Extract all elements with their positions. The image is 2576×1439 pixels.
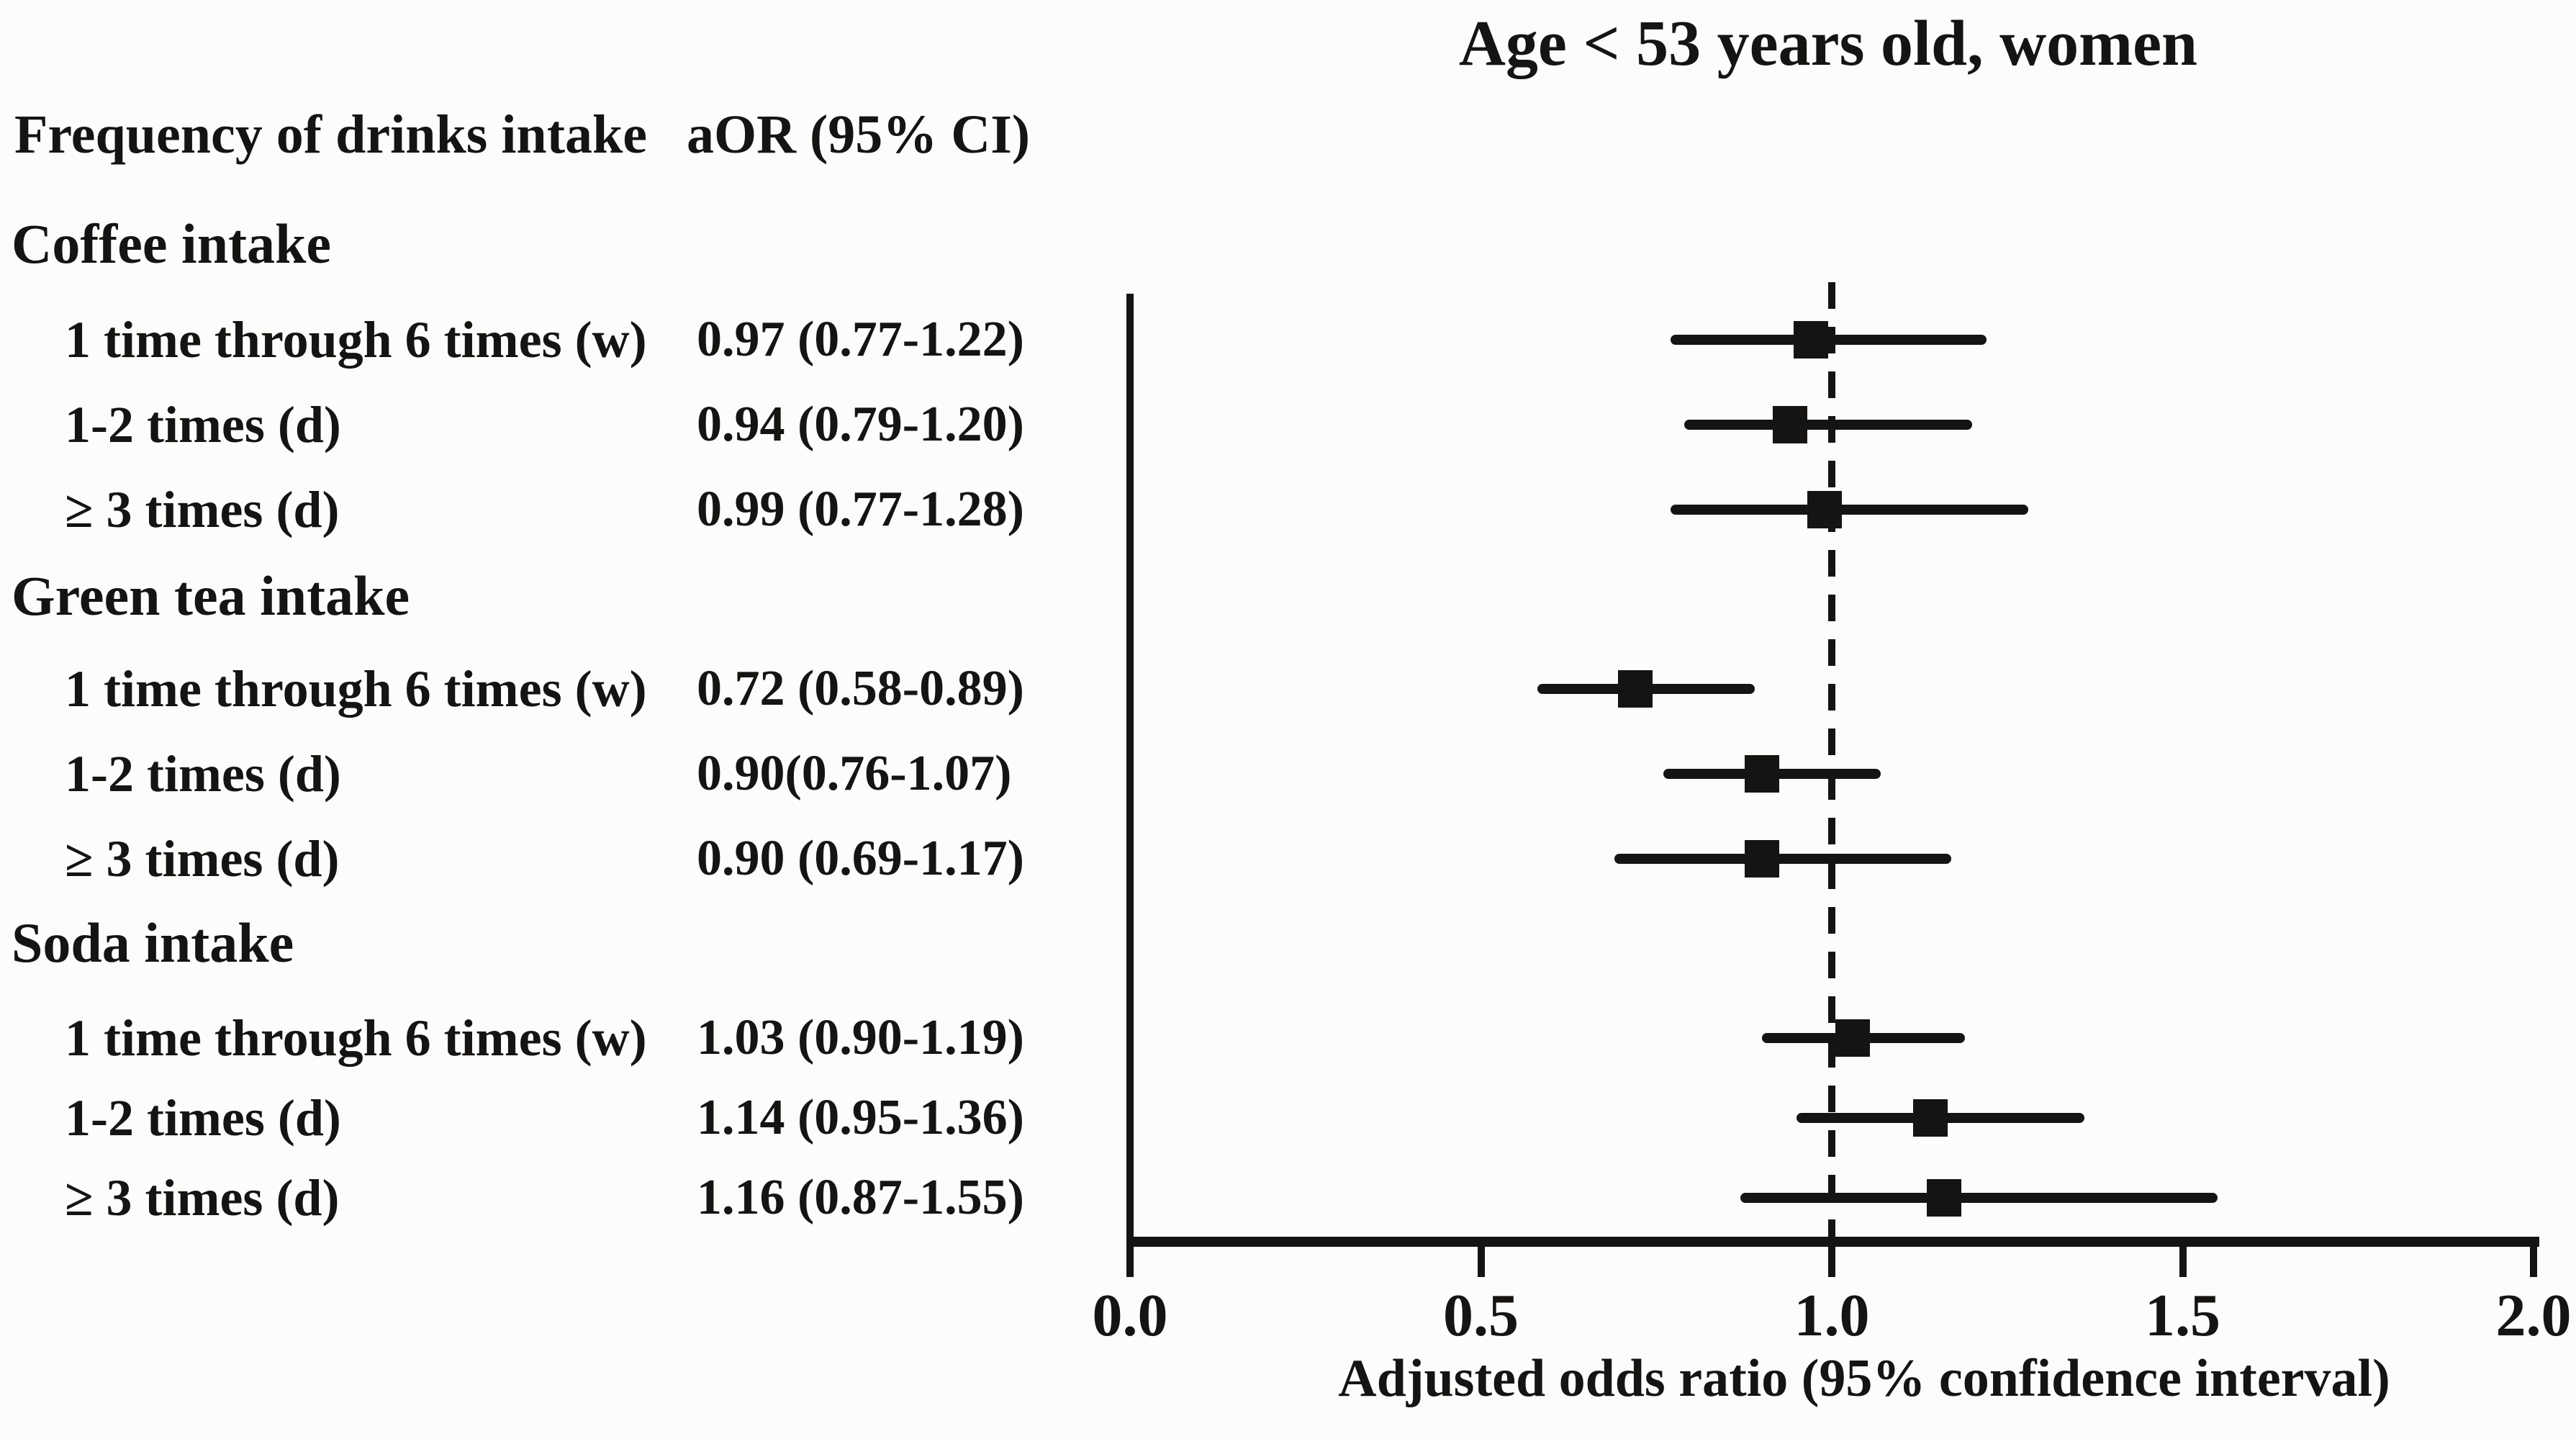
x-axis-tick <box>1477 1237 1485 1277</box>
or-marker <box>1772 406 1807 443</box>
x-axis-tick <box>1828 1237 1835 1277</box>
row-aor-value: 0.97 (0.77-1.22) <box>697 312 1024 367</box>
or-marker <box>1744 840 1779 878</box>
row-aor-value: 0.90 (0.69-1.17) <box>697 831 1024 886</box>
or-marker <box>1618 670 1653 708</box>
row-label: 1 time through 6 times (w) <box>65 311 647 369</box>
x-axis-tick-label: 0.5 <box>1443 1282 1519 1349</box>
row-label: 1 time through 6 times (w) <box>65 660 647 718</box>
x-axis-tick <box>2179 1237 2187 1277</box>
x-axis-tick <box>1126 1237 1134 1277</box>
row-label: ≥ 3 times (d) <box>65 481 340 538</box>
or-marker <box>1927 1179 1961 1217</box>
x-axis-tick <box>2530 1237 2537 1277</box>
row-aor-value: 1.16 (0.87-1.55) <box>697 1170 1024 1225</box>
row-label: 1-2 times (d) <box>65 745 341 803</box>
row-label: ≥ 3 times (d) <box>65 830 340 888</box>
ci-line <box>1740 1193 2218 1203</box>
group-header-soda: Soda intake <box>12 911 294 974</box>
row-aor-value: 0.94 (0.79-1.20) <box>697 397 1024 452</box>
column-header-frequency: Frequency of drinks intake <box>14 104 648 165</box>
y-axis-line <box>1126 294 1134 1247</box>
or-marker <box>1835 1019 1871 1057</box>
ci-line <box>1684 420 1972 430</box>
group-header-coffee: Coffee intake <box>12 212 332 275</box>
row-aor-value: 1.14 (0.95-1.36) <box>697 1090 1024 1145</box>
row-label: ≥ 3 times (d) <box>65 1169 340 1227</box>
or-marker <box>1744 755 1779 793</box>
reference-line <box>1828 282 1835 1237</box>
row-aor-value: 0.72 (0.58-0.89) <box>697 661 1024 716</box>
x-axis-tick-label: 1.0 <box>1794 1282 1870 1349</box>
row-aor-value: 0.90(0.76-1.07) <box>697 746 1012 801</box>
ci-line <box>1670 335 1987 345</box>
ci-line <box>1614 854 1951 864</box>
x-axis-tick-label: 0.0 <box>1092 1282 1168 1349</box>
column-header-aor: aOR (95% CI) <box>687 104 1031 165</box>
or-marker <box>1793 321 1828 358</box>
x-axis-tick-label: 2.0 <box>2495 1282 2572 1349</box>
x-axis-label: Adjusted odds ratio (95% confidence inte… <box>1338 1349 2390 1408</box>
row-aor-value: 0.99 (0.77-1.28) <box>697 482 1024 537</box>
row-label: 1 time through 6 times (w) <box>65 1009 647 1067</box>
row-aor-value: 1.03 (0.90-1.19) <box>697 1010 1024 1065</box>
x-axis-tick-label: 1.5 <box>2145 1282 2220 1349</box>
or-marker <box>1912 1099 1948 1137</box>
or-marker <box>1807 491 1843 528</box>
group-header-green-tea: Green tea intake <box>12 564 410 627</box>
row-label: 1-2 times (d) <box>65 1089 341 1147</box>
row-label: 1-2 times (d) <box>65 396 341 454</box>
ci-line <box>1670 505 2028 515</box>
chart-title: Age < 53 years old, women <box>1458 8 2198 79</box>
